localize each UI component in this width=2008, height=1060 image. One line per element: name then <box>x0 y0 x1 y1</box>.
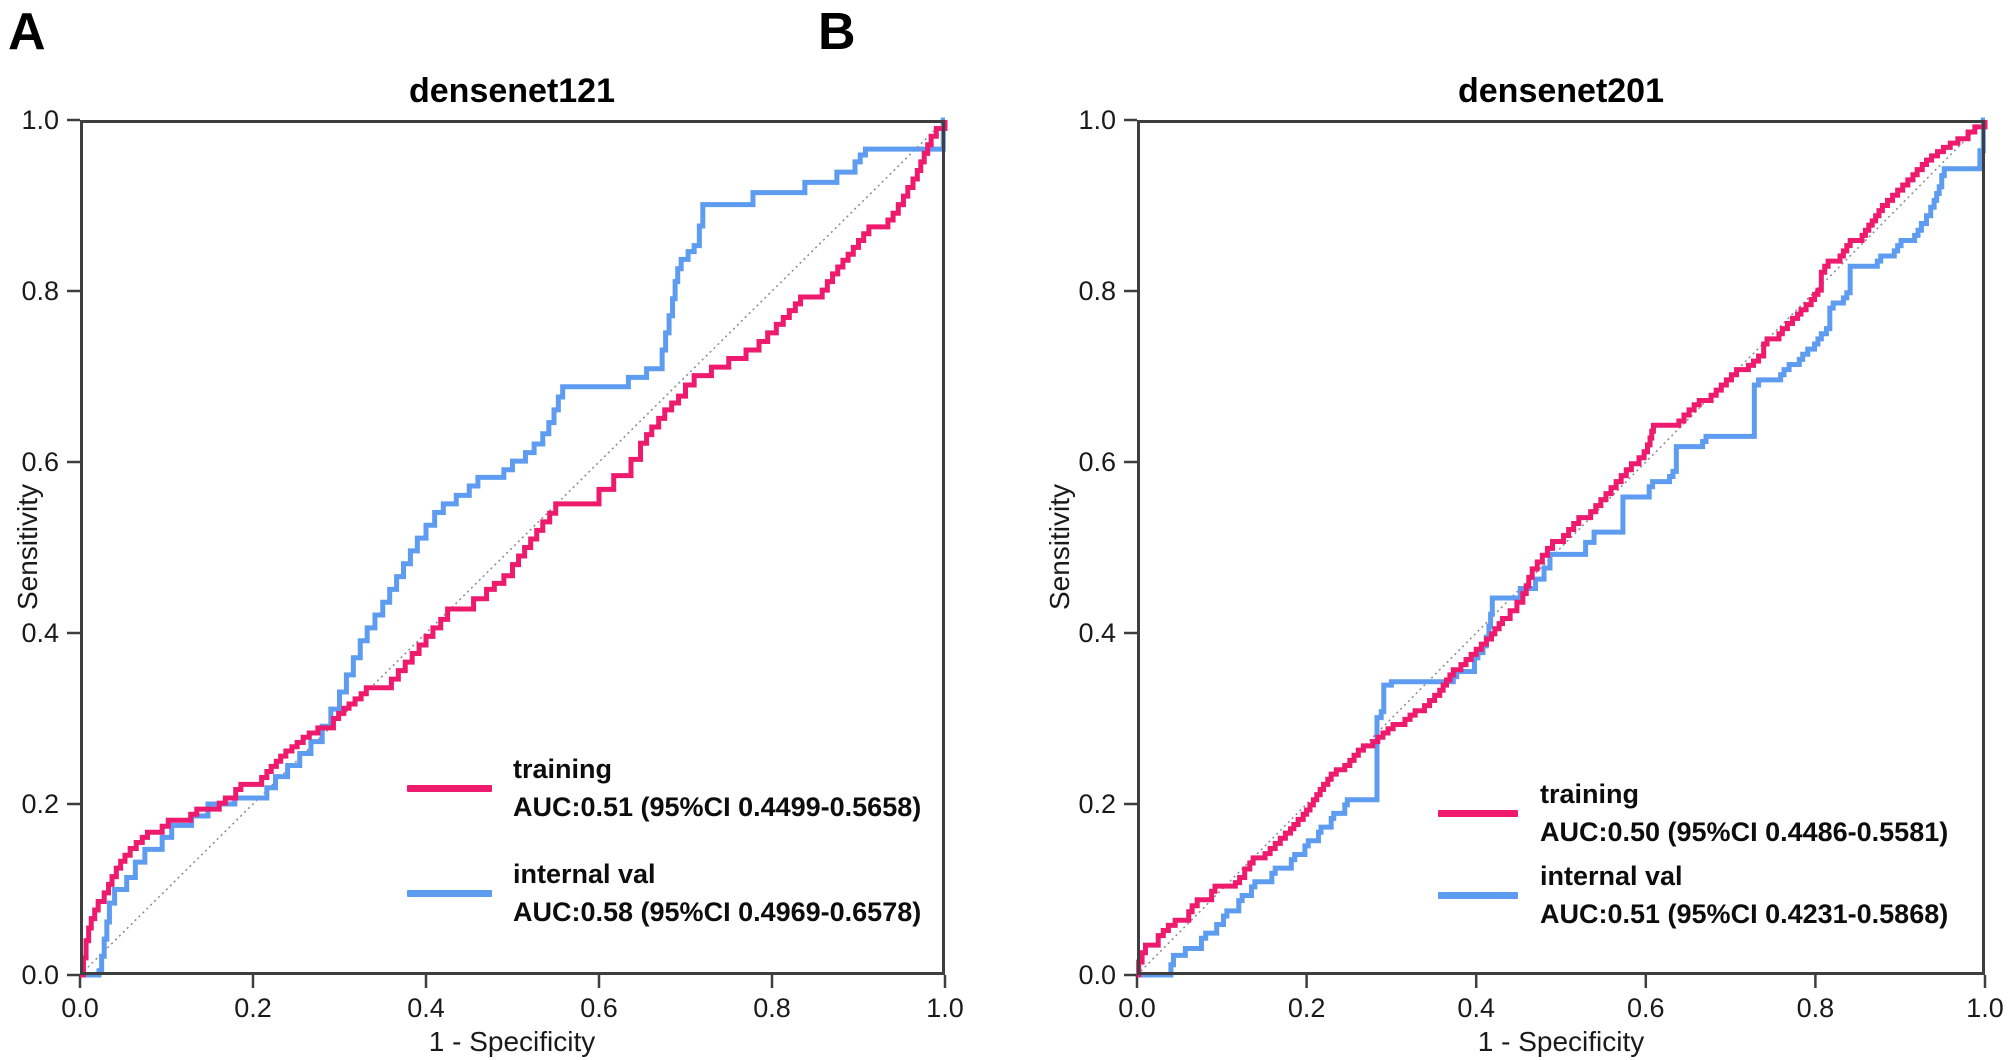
panel-a-letter: A <box>8 3 46 61</box>
y-tick-label: 1.0 <box>1078 105 1116 135</box>
x-tick-label: 0.2 <box>1288 993 1326 1023</box>
legend-series-auc: AUC:0.58 (95%CI 0.4969-0.6578) <box>513 897 922 927</box>
legend-series-name: internal val <box>1540 861 1683 891</box>
y-tick-label: 0.8 <box>1078 276 1116 306</box>
y-tick-label: 0.8 <box>21 276 59 306</box>
x-tick-label: 0.4 <box>1457 993 1495 1023</box>
legend-series-name: training <box>513 754 612 784</box>
x-tick-label: 1.0 <box>926 993 964 1023</box>
training-line-swatch <box>407 784 492 792</box>
roc-curve-internal-val <box>1137 117 1986 978</box>
roc-curve-training <box>1136 120 1988 978</box>
x-tick-label: 1.0 <box>1966 993 2004 1023</box>
plot-border <box>80 120 945 975</box>
panel-b-y-axis-title: Sensitivity <box>1044 483 1075 611</box>
legend-series-auc: AUC:0.51 (95%CI 0.4499-0.5658) <box>513 792 922 822</box>
y-tick-label: 0.2 <box>21 789 59 819</box>
panel-a-title: densenet121 <box>409 72 615 110</box>
legend-item-internal-val: internal val AUC:0.58 (95%CI 0.4969-0.65… <box>407 855 921 931</box>
roc-curve-internal-val <box>80 117 946 978</box>
x-tick-label: 0.4 <box>407 993 445 1023</box>
x-tick-label: 0.6 <box>580 993 618 1023</box>
y-tick-label: 0.0 <box>1078 960 1116 990</box>
roc-plot-densenet121: 0.0 0.2 0.4 0.6 0.8 1.0 0.0 0.2 0.4 0.6 0.8 1.0 <box>21 105 963 1023</box>
chance-diagonal <box>79 119 946 976</box>
x-tick-label: 0.8 <box>753 993 791 1023</box>
legend-item-training: training AUC:0.50 (95%CI 0.4486-0.5581) <box>1438 775 1948 851</box>
panel-b-letter: B <box>818 3 856 61</box>
internal-val-line-swatch <box>407 889 492 897</box>
legend-panel-a: training AUC:0.51 (95%CI 0.4499-0.5658) … <box>407 750 921 931</box>
legend-item-internal-val: internal val AUC:0.51 (95%CI 0.4231-0.58… <box>1438 857 1948 933</box>
panel-a-y-axis-title: Sensitivity <box>12 483 43 611</box>
y-tick-label: 0.0 <box>21 960 59 990</box>
legend-series-auc: AUC:0.51 (95%CI 0.4231-0.5868) <box>1540 899 1949 929</box>
plot-border <box>1137 120 1985 975</box>
x-tick-label: 0.6 <box>1627 993 1665 1023</box>
y-tick-label: 1.0 <box>21 105 59 135</box>
y-tick-label: 0.4 <box>1078 618 1116 648</box>
x-tick-label: 0.0 <box>61 993 99 1023</box>
y-tick-label: 0.4 <box>21 618 59 648</box>
legend-series-name: training <box>1540 779 1639 809</box>
panel-a-x-axis-title: 1 - Specificity <box>428 1026 596 1057</box>
y-tick-label: 0.6 <box>21 447 59 477</box>
legend-panel-b: training AUC:0.50 (95%CI 0.4486-0.5581) … <box>1438 775 1948 933</box>
legend-series-auc: AUC:0.50 (95%CI 0.4486-0.5581) <box>1540 817 1949 847</box>
legend-item-training: training AUC:0.51 (95%CI 0.4499-0.5658) <box>407 750 921 826</box>
internal-val-line-swatch <box>1438 891 1518 899</box>
roc-plot-densenet201: 0.0 0.2 0.4 0.6 0.8 1.0 0.0 0.2 0.4 0.6 0.8 1.0 <box>1078 105 2003 1023</box>
roc-curve-training <box>80 120 948 978</box>
panel-b-title: densenet201 <box>1458 72 1664 110</box>
legend-series-name: internal val <box>513 859 656 889</box>
y-tick-label: 0.2 <box>1078 789 1116 819</box>
y-tick-label: 0.6 <box>1078 447 1116 477</box>
training-line-swatch <box>1438 809 1518 817</box>
x-tick-label: 0.2 <box>234 993 272 1023</box>
panel-b-x-axis-title: 1 - Specificity <box>1477 1026 1645 1057</box>
x-tick-label: 0.8 <box>1797 993 1835 1023</box>
x-tick-label: 0.0 <box>1118 993 1156 1023</box>
